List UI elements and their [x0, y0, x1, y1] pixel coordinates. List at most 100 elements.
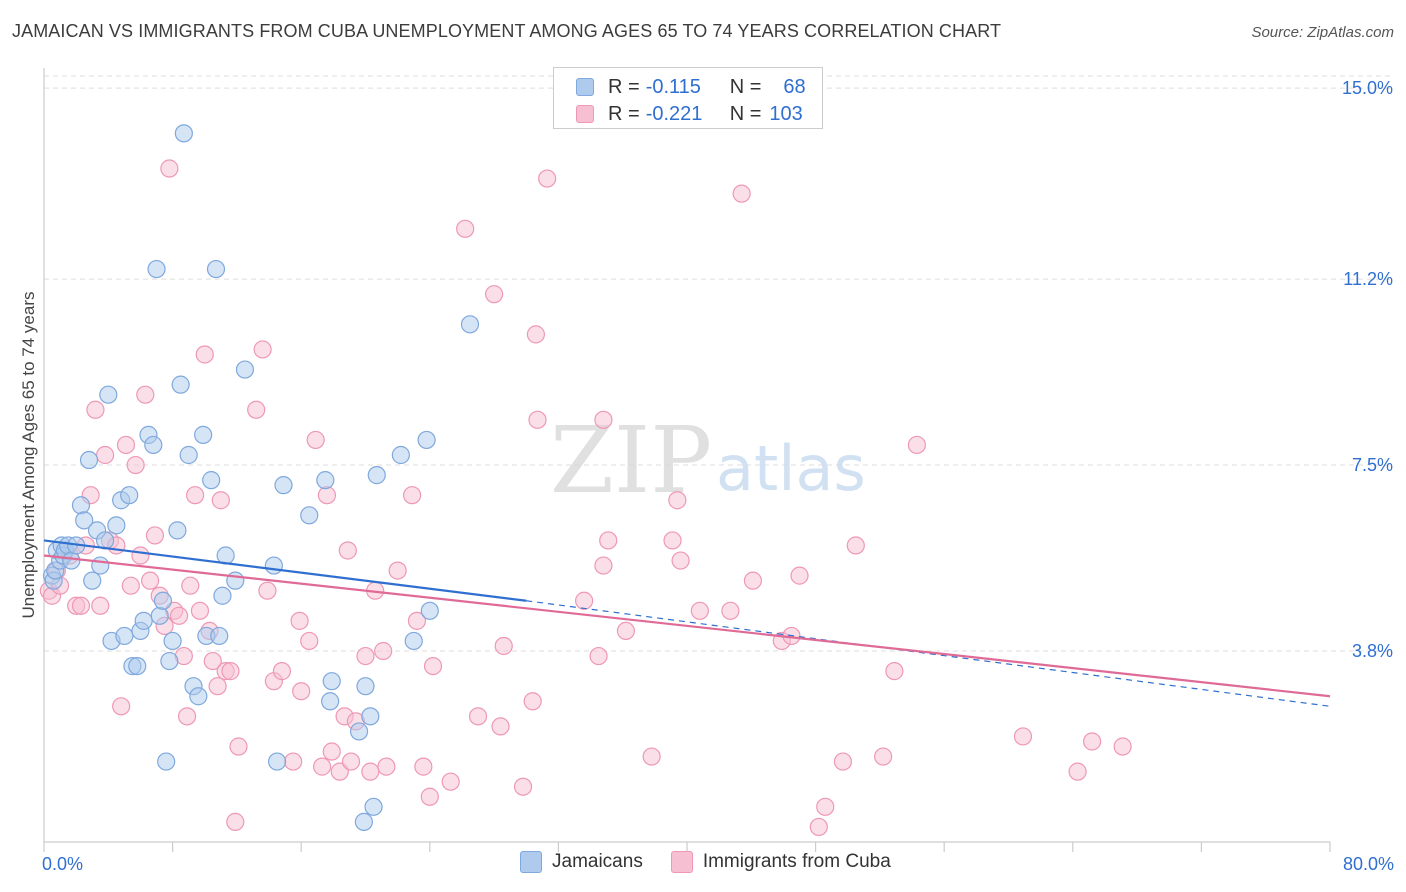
point-cuba — [589, 646, 608, 666]
point-cuba — [136, 385, 155, 404]
legend-n-label: N = — [729, 102, 762, 125]
point-cuba — [407, 611, 427, 630]
legend-n-value: 68 — [783, 75, 806, 98]
point-cuba — [312, 757, 332, 776]
point-jamaican — [267, 752, 287, 771]
legend-n-label: N = — [729, 75, 762, 98]
point-cuba — [538, 169, 557, 188]
point-jamaican — [322, 672, 341, 691]
point-jamaican — [420, 601, 439, 620]
point-cuba — [226, 812, 245, 831]
point-cuba — [116, 435, 136, 455]
point-cuba — [816, 797, 835, 816]
point-cuba — [743, 571, 763, 590]
point-jamaican — [274, 476, 293, 495]
point-cuba — [616, 621, 636, 641]
point-jamaican — [235, 360, 255, 379]
point-cuba — [112, 697, 131, 716]
point-jamaican — [153, 591, 173, 610]
point-cuba — [671, 551, 690, 570]
point-cuba — [1082, 732, 1102, 751]
point-cuba — [91, 596, 110, 615]
point-cuba — [300, 631, 319, 651]
point-cuba — [190, 601, 210, 620]
point-jamaican — [144, 435, 163, 455]
legend-r-value: -0.115 — [645, 75, 701, 98]
y-tick-labels: 3.8% 7.5% 11.2% 15.0% — [1342, 78, 1393, 661]
legend-box: R = -0.115 N = 68 R = -0.221 N = 103 — [553, 67, 823, 129]
bottom-legend-cuba: Immigrants from Cuba — [670, 851, 891, 873]
x-tick-label-min: 0.0% — [42, 854, 83, 874]
point-jamaican — [202, 471, 221, 490]
point-cuba — [177, 707, 197, 726]
point-cuba — [284, 752, 303, 771]
point-cuba — [732, 184, 751, 203]
point-jamaican — [321, 692, 340, 711]
point-cuba — [414, 757, 433, 776]
point-jamaican — [264, 556, 283, 575]
legend-r-label: R = — [608, 102, 640, 125]
point-cuba — [208, 677, 227, 696]
chart-source: Source: ZipAtlas.com — [1251, 24, 1394, 41]
point-cuba — [874, 747, 893, 766]
point-cuba — [140, 571, 160, 590]
point-cuba — [1013, 727, 1033, 746]
point-jamaican — [417, 430, 436, 450]
legend-r-label: R = — [608, 75, 640, 98]
point-cuba — [253, 340, 272, 359]
point-cuba — [468, 707, 488, 726]
point-cuba — [211, 491, 230, 510]
point-cuba — [145, 526, 165, 545]
point-cuba — [341, 752, 361, 771]
point-cuba — [86, 400, 105, 419]
point-cuba — [203, 651, 222, 671]
watermark: ZIP atlas — [550, 407, 866, 514]
point-cuba — [599, 531, 618, 550]
point-cuba — [403, 486, 422, 505]
point-jamaican — [179, 445, 198, 465]
bottom-legend-jamaicans: Jamaicans — [520, 851, 643, 873]
point-cuba — [663, 531, 682, 550]
point-jamaican — [364, 797, 383, 816]
legend-r-value: -0.221 — [645, 102, 703, 125]
series-jamaicans — [42, 124, 480, 831]
point-jamaican — [157, 752, 176, 771]
bottom-legend-swatch-pink — [670, 851, 693, 873]
point-jamaican — [391, 445, 410, 465]
watermark-zip: ZIP — [550, 407, 712, 514]
axes — [43, 68, 1331, 852]
point-cuba — [361, 762, 380, 781]
point-cuba — [388, 561, 407, 580]
point-cuba — [456, 219, 475, 238]
point-jamaican — [75, 511, 94, 530]
point-cuba — [441, 772, 460, 791]
watermark-atlas: atlas — [716, 432, 866, 505]
point-jamaican — [115, 626, 134, 646]
point-cuba — [523, 692, 542, 711]
point-jamaican — [83, 571, 102, 590]
point-cuba — [126, 455, 145, 475]
point-jamaican — [354, 812, 373, 831]
trend-lines — [43, 539, 1331, 707]
point-cuba — [272, 662, 292, 681]
x-ticks — [43, 842, 1331, 852]
point-cuba — [317, 486, 337, 505]
point-cuba — [575, 591, 594, 610]
y-tick-label: 15.0% — [1342, 78, 1393, 98]
point-cuba — [377, 757, 396, 776]
point-jamaican — [206, 259, 226, 279]
point-cuba — [95, 445, 115, 465]
point-cuba — [229, 737, 248, 756]
point-jamaican — [213, 586, 232, 605]
point-jamaican — [189, 687, 208, 706]
point-cuba — [907, 435, 926, 455]
y-tick-label: 7.5% — [1352, 455, 1393, 475]
point-cuba — [292, 682, 311, 701]
point-jamaican — [91, 556, 110, 575]
trend-line-jamaicans — [43, 539, 527, 602]
point-jamaican — [174, 124, 193, 143]
point-cuba — [790, 566, 809, 585]
point-jamaican — [404, 631, 423, 651]
legend-n-value: 103 — [769, 102, 803, 125]
series-immigrants-from-cuba — [39, 159, 1132, 837]
